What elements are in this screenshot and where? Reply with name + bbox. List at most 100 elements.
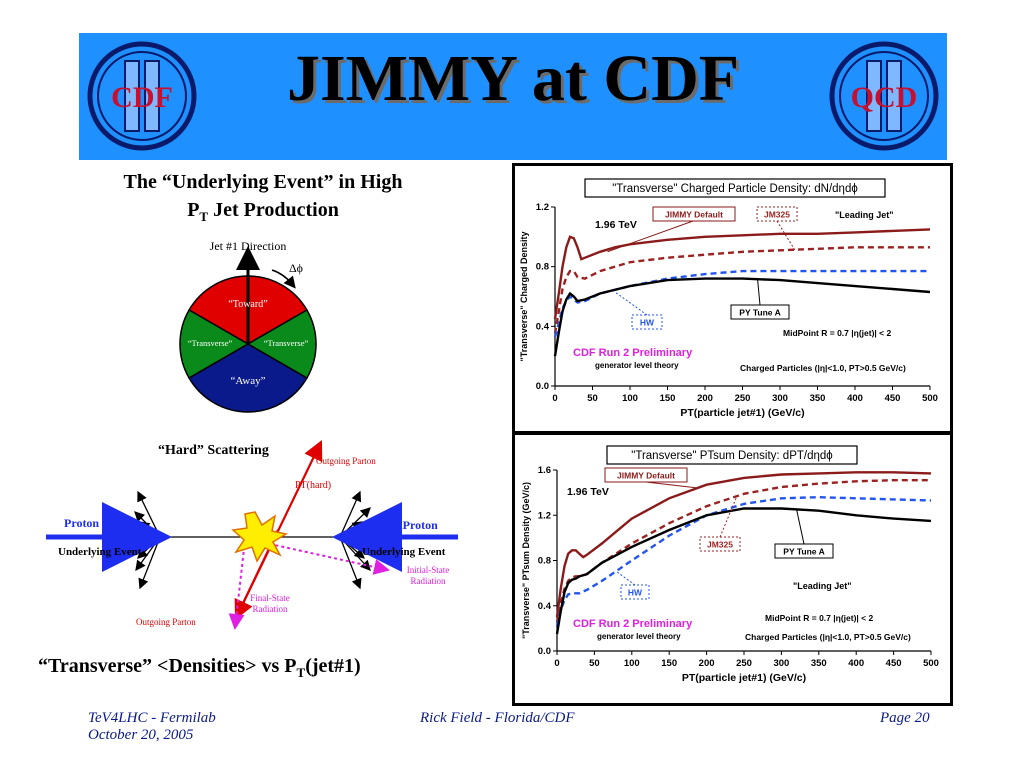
legend-label: HW [640, 318, 655, 328]
logo-left-text: CDF [111, 81, 173, 114]
transverse-region-right [246, 308, 317, 380]
heading-pt: P [187, 199, 200, 221]
legend-box [652, 206, 736, 222]
legend-pointer [795, 508, 805, 545]
preliminary-annotation: CDF Run 2 Preliminary [573, 347, 693, 359]
x-axis-label: PT(particle jet#1) (GeV/c) [680, 407, 804, 419]
ue-heading-line2: PT Jet Production [68, 196, 458, 231]
y-tick-label: 0.4 [536, 321, 550, 332]
logo-right-text: QCD [851, 81, 918, 114]
chart-title-box [606, 445, 858, 465]
x-tick-label: 200 [697, 393, 713, 404]
x-tick-label: 400 [847, 393, 863, 404]
series-line-jimmy-default [555, 471, 932, 618]
ue-heading-line1: The “Underlying Event” in High [123, 171, 403, 193]
x-tick-label: 150 [661, 658, 677, 669]
legend-label: PY Tune A [739, 308, 780, 318]
legend-pointer [645, 481, 700, 489]
legend-box [631, 314, 663, 330]
preliminary-annotation: CDF Run 2 Preliminary [573, 618, 693, 630]
generator-annotation: generator level theory [595, 361, 679, 370]
legend-label: HW [628, 588, 643, 598]
toward-region-left [188, 275, 249, 346]
footer-left: TeV4LHC - Fermilab October 20, 2005 [88, 710, 216, 744]
series-line-py-tune-a [553, 277, 931, 357]
series-line-hw [555, 495, 932, 627]
leading-jet-annotation: "Leading Jet" [835, 210, 894, 220]
proton-label: Proton [64, 516, 99, 530]
outgoing-parton-top-label: Outgoing Parton [316, 456, 376, 466]
chart-ptsum-density: "Transverse" PTsum Density: dPT/dηdϕ 0 50 1… [521, 445, 939, 684]
y-tick-label: 0.4 [538, 601, 552, 612]
transverse-right-label: “Transverse” [264, 338, 309, 348]
transverse-left-label: “Transverse” [188, 338, 233, 348]
y-tick-label: 0.8 [538, 556, 551, 567]
x-axis-label: PT(particle jet#1) (GeV/c) [682, 672, 806, 684]
x-tick-label: 100 [624, 658, 640, 669]
legend-pointer [614, 291, 648, 316]
heading-pt-sub: T [199, 209, 209, 224]
dphi-arrow [271, 269, 296, 289]
jet-direction-label: Jet #1 Direction [210, 239, 287, 253]
legend-label: JIMMY Default [665, 210, 723, 220]
footer-venue: TeV4LHC - Fermilab [88, 710, 216, 726]
x-tick-label: 500 [923, 658, 939, 669]
energy-annotation: 1.96 TeV [567, 486, 609, 498]
pt-hard-label: PT(hard) [295, 480, 331, 491]
x-tick-label: 50 [587, 393, 598, 404]
legend-label: JM325 [707, 540, 733, 550]
hard-scatter-star [231, 511, 288, 563]
heading-rest: Jet Production [208, 199, 339, 221]
hard-scattering-label: “Hard” Scattering [158, 443, 269, 458]
energy-annotation: 1.96 TeV [595, 219, 637, 231]
legend-pointer [616, 571, 636, 586]
legend-label: JM325 [764, 210, 790, 220]
footer-date: October 20, 2005 [88, 727, 194, 743]
x-tick-label: 0 [554, 658, 559, 669]
chart-ptsum-density-frame: "Transverse" PTsum Density: dPT/dηdϕ 0 50 1… [512, 432, 953, 706]
y-tick-label: 1.6 [538, 465, 551, 476]
y-axis-label: "Transverse" PTsum Density (GeV/c) [521, 482, 531, 639]
transverse-region-left [179, 308, 250, 380]
caption-sub: T [296, 665, 306, 680]
chart-title: "Transverse" Charged Particle Density: d… [612, 183, 858, 195]
legend-pointer [607, 220, 694, 253]
y-tick-label: 0.0 [536, 381, 549, 392]
series-line-jm325 [553, 246, 930, 335]
qcd-logo: QCD [829, 41, 939, 151]
x-tick-label: 50 [589, 658, 600, 669]
x-tick-label: 250 [736, 658, 752, 669]
legend-pointer [776, 220, 796, 251]
ue-right-label: Underlying Event [362, 546, 446, 558]
caption-main: “Transverse” <Densities> vs P [38, 655, 297, 677]
series-line-jm325 [555, 479, 931, 623]
dphi-label: Δϕ [289, 261, 303, 275]
final-state-radiation-arrow [228, 539, 246, 630]
generator-annotation: generator level theory [597, 632, 681, 641]
ue-left-label: Underlying Event [58, 546, 142, 558]
toward-region [247, 275, 308, 346]
caption-tail: (jet#1) [305, 655, 361, 677]
footer-page: Page 20 [880, 710, 930, 726]
midpoint-annotation: MidPoint R = 0.7 |η(jet)| < 2 [783, 328, 891, 338]
outgoing-parton-bottom-label: Outgoing Parton [136, 617, 196, 627]
charged-particles-annotation: Charged Particles (|η|<1.0, PT>0.5 GeV/c… [740, 363, 906, 373]
legend-pointer [757, 278, 761, 306]
away-label: “Away” [230, 375, 265, 387]
x-tick-label: 200 [699, 658, 715, 669]
x-tick-label: 350 [811, 658, 827, 669]
x-tick-label: 450 [886, 658, 902, 669]
footer-author: Rick Field - Florida/CDF [420, 710, 575, 726]
fsr-label-line1: Final-State [250, 593, 290, 603]
transverse-densities-caption: “Transverse” <Densities> vs PT(jet#1) [38, 655, 361, 681]
toward-label: “Toward” [228, 299, 267, 310]
x-tick-label: 450 [885, 393, 901, 404]
x-tick-label: 500 [922, 393, 938, 404]
x-tick-label: 250 [735, 393, 751, 404]
y-axis-label: "Transverse" Charged Density [519, 231, 529, 361]
x-tick-label: 400 [848, 658, 864, 669]
x-tick-label: 350 [810, 393, 826, 404]
x-tick-label: 0 [552, 393, 557, 404]
legend-label: JIMMY Default [617, 471, 675, 481]
ue-heading: The “Underlying Event” in High PT Jet Pr… [68, 168, 458, 231]
